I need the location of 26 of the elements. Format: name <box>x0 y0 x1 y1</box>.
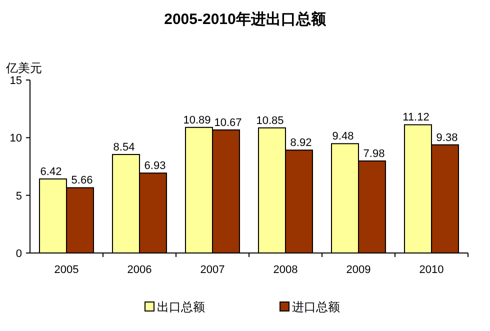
data-label: 10.67 <box>214 116 242 129</box>
data-label: 11.12 <box>402 112 430 124</box>
y-tick-label: 5 <box>16 190 22 202</box>
data-label: 7.98 <box>363 148 385 160</box>
data-label: 5.66 <box>71 174 93 187</box>
y-axis-title: 亿美元 <box>5 61 42 75</box>
data-label: 6.93 <box>144 160 166 172</box>
x-tick-label: 2005 <box>54 264 79 276</box>
y-tick-label: 15 <box>10 75 22 87</box>
x-tick-label: 2007 <box>200 264 225 276</box>
data-label: 10.89 <box>183 114 211 126</box>
x-tick-label: 2008 <box>273 264 298 276</box>
legend-label: 进口总额 <box>292 300 340 314</box>
y-tick-label: 0 <box>16 248 22 260</box>
data-label: 10.85 <box>256 114 284 127</box>
data-label: 8.92 <box>290 137 312 150</box>
x-tick-label: 2009 <box>346 264 371 276</box>
data-label: 8.54 <box>113 142 135 154</box>
legend-label: 出口总额 <box>157 300 205 314</box>
data-label: 9.48 <box>332 130 354 143</box>
y-tick-label: 10 <box>10 132 22 145</box>
x-tick-label: 2006 <box>127 264 152 276</box>
data-label: 9.38 <box>436 132 458 144</box>
x-tick-label: 2010 <box>419 264 444 276</box>
data-label: 6.42 <box>40 166 62 178</box>
chart-title: 2005-2010年进出口总额 <box>164 10 327 28</box>
